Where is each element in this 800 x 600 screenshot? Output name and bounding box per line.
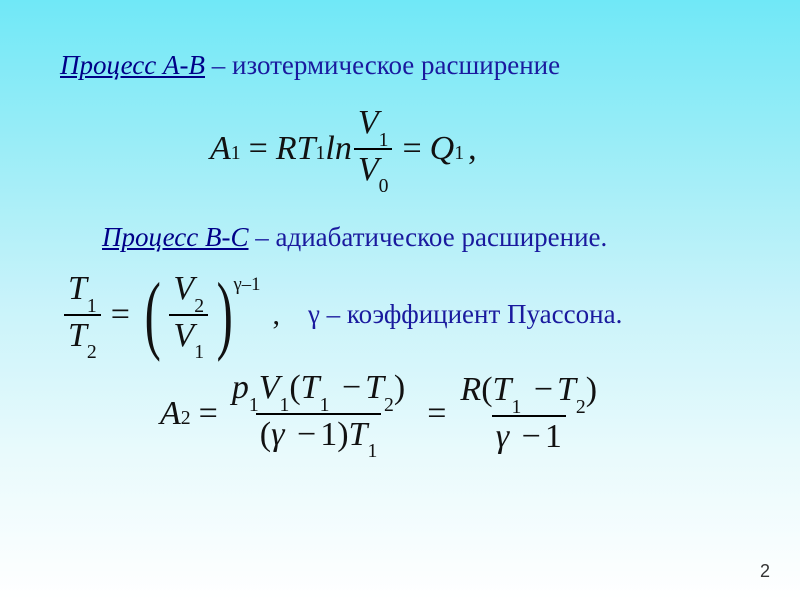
formula-a1: A1 = RT1ln V1 V0 = Q1, bbox=[60, 105, 760, 192]
sub-p1: 1 bbox=[249, 394, 259, 416]
sub-V2: 2 bbox=[194, 295, 204, 317]
process-ab-line: Процесс А-В – изотермическое расширение bbox=[60, 50, 760, 81]
var-V1c: V bbox=[259, 369, 280, 406]
var-T1: T bbox=[68, 270, 87, 307]
op-ln: ln bbox=[325, 130, 351, 168]
eq-sign3: = bbox=[199, 395, 218, 433]
var-g: γ bbox=[271, 416, 284, 453]
frac-V2-V1: V2 V1 bbox=[169, 271, 208, 358]
minus4: − bbox=[522, 418, 541, 455]
process-bc-desc: – адиабатическое расширение. bbox=[249, 222, 608, 252]
rpar3: ) bbox=[586, 371, 597, 408]
comma2: , bbox=[272, 298, 280, 332]
rparen-icon: ) bbox=[217, 279, 233, 350]
slide-content: Процесс А-В – изотермическое расширение … bbox=[0, 0, 800, 477]
var-V0: V bbox=[358, 151, 379, 188]
page-number: 2 bbox=[760, 561, 770, 582]
var-Q: Q bbox=[430, 130, 455, 168]
gamma-desc: γ – коэффициент Пуассона. bbox=[308, 299, 622, 330]
eq-sign4: = bbox=[427, 395, 446, 433]
var-g2: γ bbox=[496, 418, 509, 455]
var-R: R bbox=[276, 130, 297, 168]
var-T2e: T bbox=[557, 371, 576, 408]
var-p1: p bbox=[232, 369, 249, 406]
formula-adiabatic: T1 T2 = ( V2 V1 ) γ–1 , γ – коэффициент … bbox=[60, 271, 760, 358]
sub-A2: 2 bbox=[181, 407, 191, 430]
sub-T2c: 2 bbox=[384, 394, 394, 416]
sub-T2e: 2 bbox=[576, 396, 586, 418]
exponent: γ–1 bbox=[233, 274, 260, 296]
sub-A1: 1 bbox=[231, 142, 241, 165]
minus2: − bbox=[297, 416, 316, 453]
sub-V1b: 1 bbox=[194, 341, 204, 363]
frac-main: p1V1(T1 −T2) (γ −1)T1 bbox=[228, 370, 409, 457]
frac-rhs: R(T1 −T2) γ −1 bbox=[456, 372, 601, 454]
rpar2: ) bbox=[337, 416, 348, 453]
process-ab-link: Процесс А-В bbox=[60, 50, 205, 80]
paren-group: ( V2 V1 ) γ–1 bbox=[138, 271, 260, 358]
var-V1b: V bbox=[173, 317, 194, 354]
process-bc-line: Процесс В-С – адиабатическое расширение. bbox=[60, 222, 760, 253]
one: 1 bbox=[320, 416, 337, 453]
rpar: ) bbox=[394, 369, 405, 406]
sub-T1c: 1 bbox=[320, 394, 330, 416]
sub-T2: 2 bbox=[87, 341, 97, 363]
sub-T1e: 1 bbox=[511, 396, 521, 418]
var-V2: V bbox=[173, 270, 194, 307]
var-T2: T bbox=[68, 317, 87, 354]
frac-V1-V0: V1 V0 bbox=[354, 105, 393, 192]
var-A2: A bbox=[160, 395, 181, 433]
sub-V1c: 1 bbox=[279, 394, 289, 416]
frac-T1-T2: T1 T2 bbox=[64, 271, 101, 358]
eq-sign: = bbox=[111, 296, 130, 334]
formula-a2: A2 = p1V1(T1 −T2) (γ −1)T1 = R(T1 −T2) γ… bbox=[60, 370, 760, 457]
lpar3: ( bbox=[481, 371, 492, 408]
eq-sign2: = bbox=[402, 130, 421, 168]
var-T: T bbox=[297, 130, 316, 168]
sub-Q1: 1 bbox=[454, 142, 464, 165]
var-A: A bbox=[210, 130, 231, 168]
var-T1e: T bbox=[493, 371, 512, 408]
lparen-icon: ( bbox=[145, 279, 161, 350]
var-R2: R bbox=[460, 371, 481, 408]
var-V1: V bbox=[358, 104, 379, 141]
lpar2: ( bbox=[260, 416, 271, 453]
one2: 1 bbox=[545, 418, 562, 455]
var-T1d: T bbox=[349, 416, 368, 453]
process-ab-desc: – изотермическое расширение bbox=[205, 50, 560, 80]
sub-T1d: 1 bbox=[367, 440, 377, 462]
process-bc-link: Процесс В-С bbox=[102, 222, 249, 252]
minus3: − bbox=[534, 371, 553, 408]
minus: − bbox=[342, 369, 361, 406]
sub-T1: 1 bbox=[316, 142, 326, 165]
eq-sign: = bbox=[249, 130, 268, 168]
comma: , bbox=[468, 130, 477, 168]
var-T1c: T bbox=[301, 369, 320, 406]
sub-T1: 1 bbox=[87, 295, 97, 317]
sub-V1: 1 bbox=[379, 129, 389, 151]
sub-V0: 0 bbox=[379, 175, 389, 197]
var-T2c: T bbox=[365, 369, 384, 406]
lpar: ( bbox=[289, 369, 300, 406]
